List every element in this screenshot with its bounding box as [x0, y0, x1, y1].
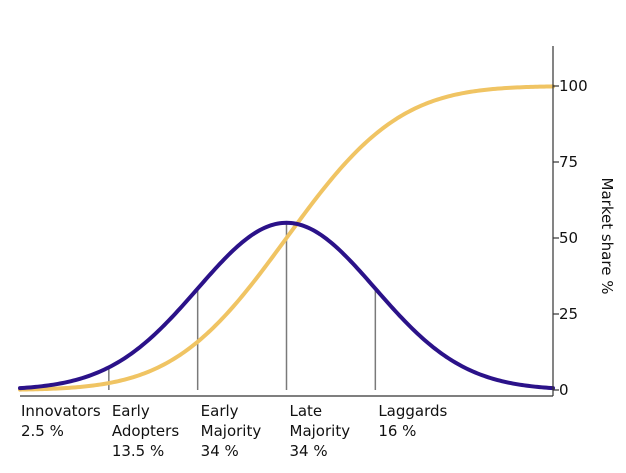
adoption-bell-curve	[18, 220, 555, 391]
category-label: Majority	[201, 422, 262, 440]
y-axis-title: Market share %	[598, 178, 616, 295]
category-label: Innovators	[21, 402, 101, 420]
cumulative-market-share-line	[18, 84, 555, 392]
y-tick-label: 50	[559, 229, 578, 247]
y-tick-label: 25	[559, 305, 578, 323]
category-label: 16 %	[378, 422, 416, 440]
category-label: Late	[290, 402, 323, 420]
category-label: Laggards	[378, 402, 447, 420]
y-tick-label: 75	[559, 153, 578, 171]
category-label: Majority	[290, 422, 351, 440]
segment-dividers	[108, 222, 377, 390]
category-label: 2.5 %	[21, 422, 64, 440]
category-label: 34 %	[201, 442, 239, 460]
category-label: Early	[112, 402, 150, 420]
y-tick-label: 0	[559, 381, 569, 399]
category-label: 34 %	[290, 442, 328, 460]
category-labels: Innovators 2.5 % Early Adopters 13.5 % Early M…	[21, 402, 448, 460]
y-tick-label: 100	[559, 77, 588, 95]
y-ticks: 0 25 50 75 100	[553, 77, 588, 399]
category-label: Adopters	[112, 422, 179, 440]
category-label: Early	[201, 402, 239, 420]
curves	[18, 84, 555, 392]
axes	[20, 46, 554, 397]
category-label: 13.5 %	[112, 442, 164, 460]
